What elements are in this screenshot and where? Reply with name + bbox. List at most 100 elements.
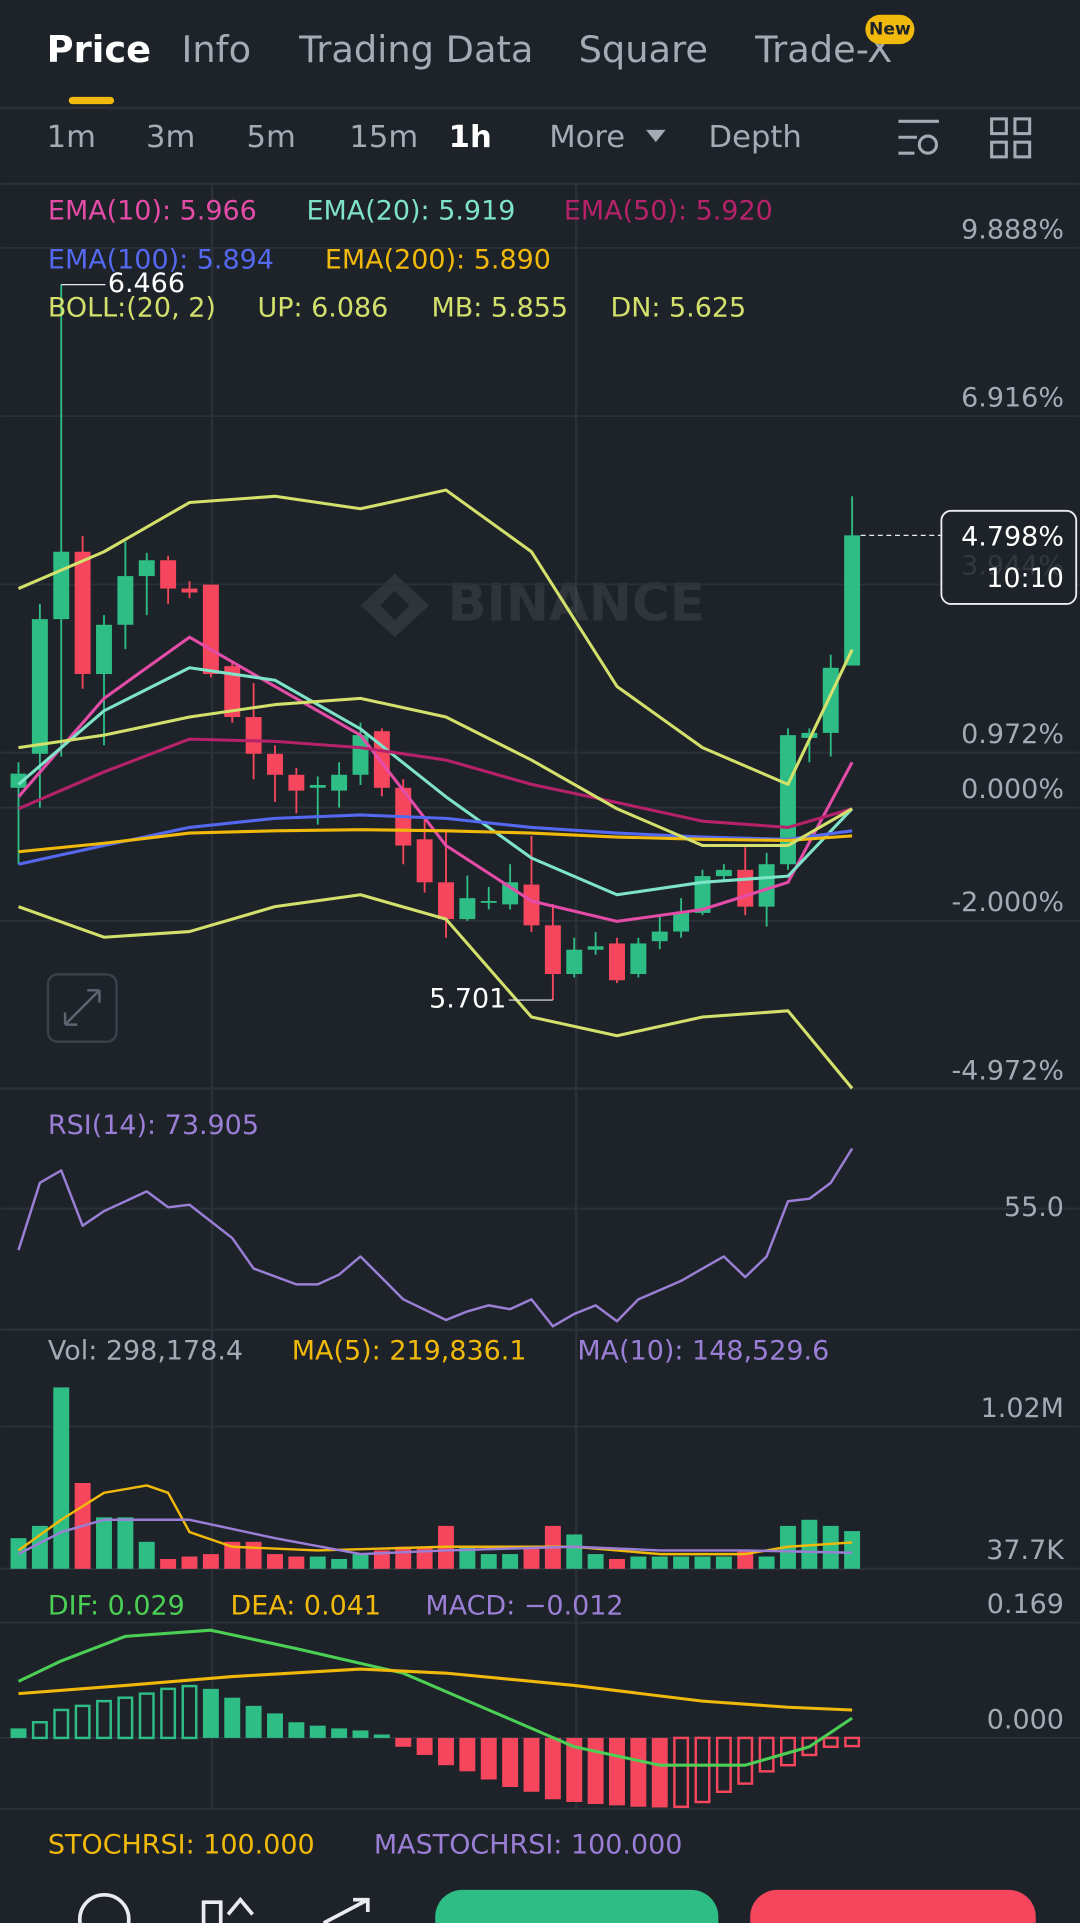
candle-body	[31, 619, 48, 754]
candle-body	[438, 882, 454, 920]
candle-body	[651, 931, 668, 942]
legend-label: BOLL:(20, 2)	[48, 292, 216, 323]
candle-body	[117, 576, 134, 625]
volume-bar	[160, 1558, 177, 1569]
candle-body	[202, 584, 219, 675]
nav-icon[interactable]	[201, 1896, 255, 1923]
tab[interactable]: Square	[579, 28, 708, 71]
countdown-label: 10:10	[986, 563, 1064, 594]
tab-bar: Price Info Trading Data Square Trade-X N…	[0, 14, 1080, 110]
macd-bar	[822, 1736, 839, 1749]
candle-body	[96, 624, 112, 675]
interval[interactable]: 5m	[246, 120, 295, 155]
volume-bar	[480, 1554, 497, 1569]
macd-bar	[801, 1736, 818, 1757]
interval-bar: 1m 3m 5m 15m 1h More Depth	[0, 117, 1080, 186]
macd-bar	[609, 1737, 625, 1806]
macd-bar	[373, 1734, 390, 1738]
volume-bar	[566, 1534, 583, 1569]
macd-bar	[10, 1728, 27, 1738]
high-label: 6.466	[108, 268, 185, 299]
tab[interactable]: Price	[47, 28, 151, 71]
dropdown-arrow	[646, 129, 666, 143]
buy-button[interactable]	[435, 1889, 719, 1923]
macd-bar	[459, 1737, 476, 1772]
macd-bar	[288, 1722, 305, 1738]
volume-bar	[673, 1556, 690, 1569]
candle-body	[587, 946, 604, 950]
y-tick-label: 0.000	[987, 1704, 1064, 1735]
macd-bar	[844, 1736, 861, 1748]
candle-body	[758, 864, 775, 907]
macd-line	[18, 1667, 853, 1712]
bottom-bar	[77, 1889, 1036, 1923]
interval[interactable]: 3m	[146, 120, 195, 155]
y-tick-label: 0.169	[987, 1589, 1064, 1620]
interval[interactable]: More	[549, 120, 625, 155]
macd-bar	[544, 1737, 561, 1800]
volume-bar	[630, 1556, 647, 1569]
volume-bar	[651, 1556, 668, 1569]
last-price-label: 4.798%	[961, 521, 1064, 552]
interval[interactable]: 1m	[47, 120, 96, 155]
plot: 9.888%6.916%3.944%0.972%0.000%-2.000%-4.…	[0, 196, 1080, 1808]
nav-icon[interactable]	[77, 1892, 131, 1923]
legend-label: RSI(14): 73.905	[48, 1110, 259, 1141]
macd-bar	[630, 1737, 647, 1807]
volume-bar	[587, 1554, 604, 1569]
y-tick-label: 0.972%	[961, 719, 1064, 750]
layout-icon[interactable]	[990, 117, 1032, 159]
volume-bar	[96, 1517, 112, 1569]
macd-bar	[138, 1692, 155, 1740]
settings-icon[interactable]	[898, 119, 939, 155]
indicator-line	[17, 666, 854, 897]
volume-bar	[822, 1525, 839, 1569]
interval[interactable]: 15m	[349, 120, 418, 155]
expand-button[interactable]	[46, 973, 118, 1044]
sell-button[interactable]	[750, 1889, 1036, 1923]
candle-body	[74, 551, 91, 675]
interval[interactable]: 1h	[449, 120, 492, 155]
candle-body	[224, 666, 241, 718]
candle-body	[138, 560, 155, 577]
macd-bar	[117, 1696, 134, 1740]
tab[interactable]: Info	[182, 28, 252, 71]
macd-line	[17, 1628, 853, 1767]
candle-body	[715, 869, 732, 877]
y-tick-label: 6.916%	[961, 382, 1064, 413]
expand-icon	[63, 989, 101, 1026]
legend-label: EMA(200): 5.890	[325, 245, 551, 276]
legend-label: DN: 5.625	[610, 292, 746, 323]
y-tick-label: 37.7K	[986, 1535, 1065, 1566]
ma-line	[17, 1484, 853, 1556]
interval[interactable]: Depth	[709, 120, 802, 155]
candle-body	[267, 753, 283, 775]
legend-label: EMA(50): 5.920	[564, 196, 773, 227]
indicator-line	[17, 635, 854, 923]
candle-body	[523, 884, 540, 926]
macd-bar	[31, 1721, 48, 1740]
y-tick-label: -4.972%	[951, 1055, 1064, 1086]
volume-bar	[181, 1556, 198, 1569]
indicator-line	[18, 828, 853, 854]
ma-line	[17, 1518, 853, 1556]
nav-icon[interactable]	[322, 1897, 370, 1923]
y-tick-label: 1.02M	[981, 1393, 1064, 1424]
macd-bar	[587, 1737, 604, 1805]
indicator-line	[17, 737, 853, 829]
candle-body	[160, 560, 177, 589]
macd-bar	[566, 1737, 583, 1802]
volume-bar	[609, 1558, 625, 1569]
macd-bar	[694, 1736, 711, 1804]
indicator-line	[18, 696, 853, 848]
tab[interactable]: Trading Data	[298, 28, 533, 71]
macd-bar	[523, 1737, 540, 1792]
badge-bg	[865, 14, 915, 45]
legend-label: MA(10): 148,529.6	[577, 1335, 829, 1366]
candle-body	[352, 735, 369, 775]
candle-body	[309, 784, 326, 788]
volume-bar	[202, 1554, 219, 1569]
candle-body	[502, 882, 519, 905]
